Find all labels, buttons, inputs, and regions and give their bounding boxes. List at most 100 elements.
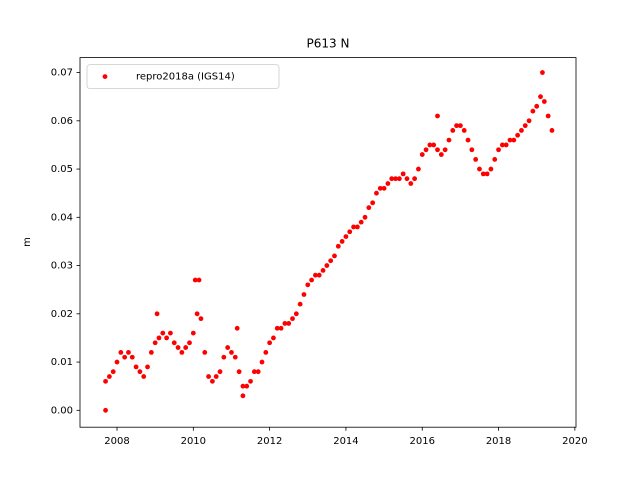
point bbox=[469, 147, 475, 153]
point bbox=[396, 176, 402, 182]
point bbox=[154, 311, 160, 317]
point bbox=[530, 108, 536, 114]
point bbox=[446, 137, 452, 143]
point bbox=[244, 383, 250, 389]
point bbox=[234, 325, 240, 331]
y-tick-label: 0.03 bbox=[51, 261, 73, 272]
point bbox=[347, 229, 353, 235]
point bbox=[534, 103, 540, 109]
x-tick-label: 2012 bbox=[257, 436, 282, 447]
point bbox=[122, 354, 128, 360]
point bbox=[366, 205, 372, 211]
y-tick-label: 0.06 bbox=[51, 116, 73, 127]
point bbox=[297, 301, 303, 307]
point bbox=[457, 123, 463, 129]
point bbox=[499, 142, 505, 148]
point bbox=[114, 359, 120, 365]
point bbox=[282, 321, 288, 326]
point bbox=[206, 374, 211, 379]
point bbox=[507, 137, 513, 143]
point bbox=[324, 263, 330, 268]
point bbox=[137, 369, 143, 375]
point bbox=[492, 157, 498, 162]
point bbox=[465, 137, 471, 143]
point bbox=[412, 176, 418, 182]
point bbox=[236, 369, 242, 375]
point bbox=[156, 335, 162, 341]
point bbox=[526, 118, 532, 124]
point bbox=[419, 152, 425, 157]
point bbox=[496, 147, 501, 153]
point bbox=[374, 190, 379, 196]
point bbox=[339, 239, 345, 244]
point bbox=[103, 378, 108, 384]
x-tick-label: 2018 bbox=[486, 436, 511, 447]
x-tick-label: 2020 bbox=[562, 436, 587, 447]
point bbox=[389, 176, 395, 182]
point bbox=[431, 142, 437, 148]
point bbox=[248, 378, 253, 384]
legend-label: repro2018a (IGS14) bbox=[136, 72, 235, 83]
point bbox=[540, 70, 545, 75]
point bbox=[488, 166, 494, 172]
point bbox=[328, 258, 334, 264]
point bbox=[221, 354, 227, 360]
point bbox=[404, 176, 410, 182]
point bbox=[148, 350, 154, 355]
point bbox=[370, 200, 376, 206]
point bbox=[519, 128, 524, 133]
y-tick-label: 0.04 bbox=[51, 212, 73, 223]
point bbox=[351, 224, 356, 230]
x-tick-label: 2008 bbox=[104, 436, 129, 447]
point bbox=[290, 316, 295, 322]
point bbox=[240, 393, 246, 399]
point bbox=[522, 123, 528, 129]
axes-frame bbox=[79, 57, 577, 428]
point bbox=[358, 219, 364, 225]
point bbox=[473, 157, 479, 162]
point bbox=[477, 166, 482, 172]
y-tick-label: 0.01 bbox=[51, 357, 73, 368]
point bbox=[393, 176, 398, 182]
point bbox=[232, 354, 238, 360]
point bbox=[435, 113, 440, 119]
point bbox=[545, 113, 551, 119]
point bbox=[541, 99, 547, 104]
point bbox=[381, 185, 387, 191]
point bbox=[118, 350, 124, 355]
point bbox=[129, 354, 135, 360]
point bbox=[267, 340, 273, 346]
point bbox=[313, 272, 318, 278]
point bbox=[484, 171, 490, 177]
point bbox=[427, 142, 433, 148]
point bbox=[511, 137, 517, 143]
point bbox=[503, 142, 509, 148]
point bbox=[293, 311, 299, 317]
point bbox=[179, 350, 185, 355]
point bbox=[217, 369, 223, 375]
point bbox=[213, 374, 219, 379]
x-tick-label: 2016 bbox=[410, 436, 435, 447]
x-tick-label: 2010 bbox=[181, 436, 206, 447]
y-tick-label: 0.05 bbox=[51, 164, 73, 175]
point bbox=[332, 253, 337, 259]
point bbox=[343, 234, 349, 240]
point bbox=[416, 166, 421, 172]
point bbox=[423, 147, 429, 153]
point bbox=[480, 171, 486, 177]
point bbox=[286, 321, 292, 326]
point bbox=[133, 364, 139, 370]
point bbox=[202, 350, 208, 355]
point bbox=[229, 350, 234, 355]
point bbox=[385, 181, 391, 186]
point bbox=[454, 123, 459, 129]
point bbox=[305, 282, 311, 288]
point bbox=[187, 340, 192, 346]
point bbox=[160, 330, 166, 336]
point bbox=[183, 345, 189, 350]
point bbox=[274, 325, 280, 331]
chart-title: P613 N bbox=[307, 37, 350, 51]
point bbox=[198, 316, 204, 322]
point bbox=[145, 364, 150, 370]
